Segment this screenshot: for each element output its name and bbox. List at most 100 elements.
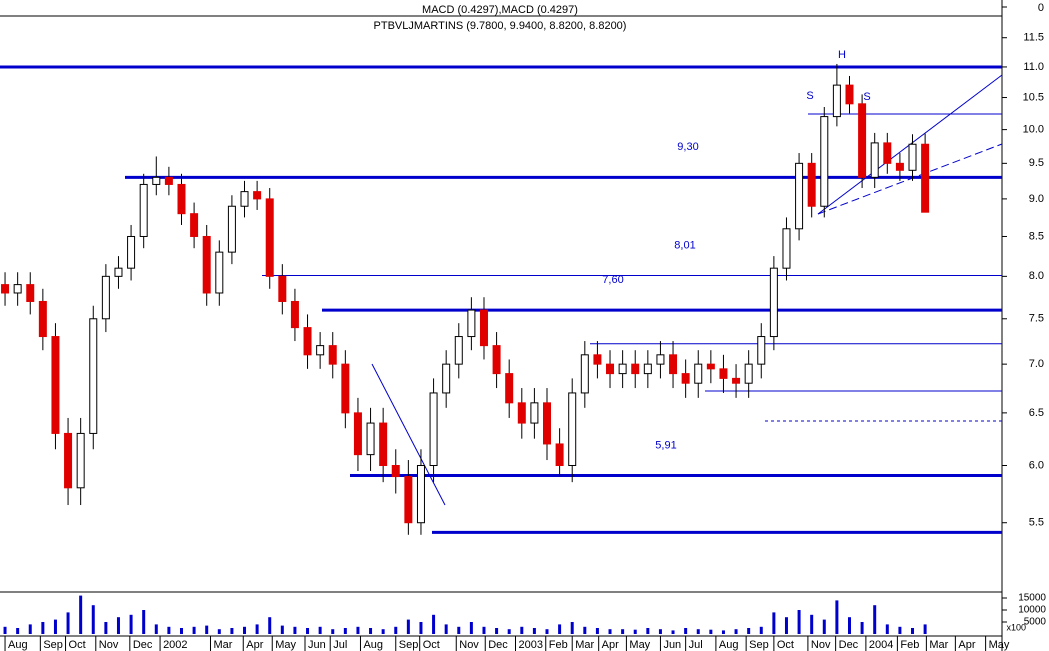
volume-bar (898, 626, 902, 634)
volume-bar (280, 625, 284, 634)
candle-body (606, 363, 615, 375)
volume-bar (179, 628, 183, 634)
candle-body (517, 402, 526, 424)
candle-body (127, 235, 136, 269)
candle-body (303, 327, 312, 356)
candle-body (89, 318, 98, 434)
candle-body (631, 363, 640, 375)
candle-body (278, 275, 287, 302)
candle-body (669, 354, 678, 375)
y-tick-label: 6.0 (1029, 459, 1044, 471)
volume-bar (721, 630, 725, 634)
candle-body (240, 191, 249, 207)
x-tick-label: Jul (689, 639, 703, 651)
volume-bar (558, 624, 562, 634)
x-tick-label: 2004 (869, 639, 893, 651)
x-tick-label: Sep (43, 639, 63, 651)
volume-bar (66, 612, 70, 634)
volume-bar (621, 629, 625, 634)
candle-body (908, 143, 917, 171)
candle-body (820, 116, 829, 207)
volume-bar (444, 624, 448, 634)
candle-body (26, 284, 35, 302)
candle-body (467, 309, 476, 338)
y-tick-label: 11.5 (1023, 32, 1044, 44)
trend-line (371, 363, 446, 506)
candle-body (51, 336, 60, 434)
volume-bar (457, 626, 461, 634)
candle-body (706, 363, 715, 370)
x-tick-label: Oct (69, 639, 86, 651)
volume-bar (507, 629, 511, 634)
volume-bar (671, 630, 675, 634)
volume-bar (797, 610, 801, 634)
y-tick-label: 7.5 (1029, 313, 1044, 325)
volume-bar (432, 614, 436, 634)
candle-body (681, 373, 690, 384)
volume-bar (709, 629, 713, 634)
x-tick-label: Mar (575, 639, 594, 651)
top-tick-label: 0 (1038, 2, 1044, 14)
volume-bar (595, 628, 599, 634)
volume-bar (469, 622, 473, 634)
volume-bar (822, 619, 826, 634)
candle-body (391, 465, 400, 478)
x-tick-label: Feb (549, 639, 568, 651)
x-tick-label: Nov (811, 639, 831, 651)
x-tick-label: Feb (900, 639, 919, 651)
candle-body (38, 300, 47, 338)
y-tick-label: 8.0 (1029, 270, 1044, 282)
x-tick-label: Apr (958, 639, 975, 651)
volume-bar (684, 628, 688, 634)
y-tick-label: 5.5 (1029, 517, 1044, 529)
x-tick-label: Jul (333, 639, 347, 651)
volume-bar (381, 629, 385, 634)
x-tick-label: Oct (777, 639, 794, 651)
candle-body (732, 377, 741, 384)
volume-bar (3, 626, 7, 634)
volume-bar (482, 626, 486, 634)
volume-bar (41, 622, 45, 634)
annotation: S (806, 90, 813, 102)
volume-bar (885, 624, 889, 634)
volume-bar (419, 622, 423, 634)
volume-bar (104, 622, 108, 634)
candle-body (492, 345, 501, 375)
candle-body (479, 309, 488, 347)
y-tick-label: 11.0 (1023, 61, 1044, 73)
annotation: S (863, 91, 870, 103)
x-tick-label: Sep (749, 639, 769, 651)
candle-body (870, 142, 879, 178)
candle-body (769, 267, 778, 338)
volume-tick-label: 5000 (1024, 617, 1047, 628)
volume-bar (747, 628, 751, 634)
candle-body (164, 176, 173, 185)
volume-bar (255, 624, 259, 634)
volume-bar (772, 612, 776, 634)
x-tick-label: May (989, 639, 1010, 651)
candle-body (76, 432, 85, 489)
candle-body (190, 213, 199, 237)
candle-body (379, 422, 388, 467)
chart-title: PTBVLJMARTINS (9.7800, 9.9400, 8.8200, 8… (374, 20, 627, 32)
candle-body (1, 284, 10, 294)
volume-bar (835, 600, 839, 634)
candle-body (719, 368, 728, 379)
candle-body (921, 143, 930, 213)
x-tick-label: Jun (663, 639, 681, 651)
candle-body (265, 198, 274, 277)
volume-bar (331, 629, 335, 634)
level-label: 9,30 (677, 141, 698, 153)
candle-body (139, 183, 148, 237)
x-tick-label: May (629, 639, 650, 651)
candle-body (618, 363, 627, 375)
candle-body (568, 392, 577, 467)
candle-body (845, 84, 854, 105)
candle-body (454, 336, 463, 365)
volume-bar (205, 625, 209, 634)
candle-body (505, 373, 514, 404)
candle-body (227, 205, 236, 253)
x-tick-label: Dec (488, 639, 508, 651)
candle-body (152, 176, 161, 185)
